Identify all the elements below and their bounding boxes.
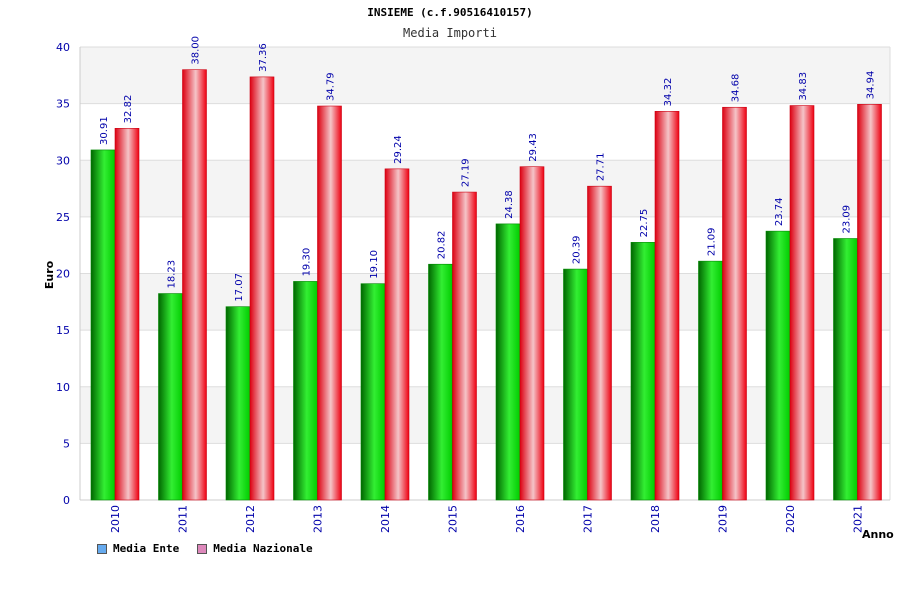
bar-label-media-ente: 20.82 (437, 231, 448, 260)
bar-media-ente (630, 242, 656, 501)
y-tick-label: 5 (63, 437, 70, 450)
legend-swatch-media-ente (97, 543, 107, 554)
bar-media-ente (495, 223, 521, 501)
plot-band (80, 47, 890, 104)
legend-label-media-ente: Media Ente (113, 542, 180, 555)
bar-label-media-ente: 17.07 (234, 273, 245, 302)
bar-label-media-nazionale: 34.32 (663, 78, 674, 107)
y-tick-label: 15 (56, 324, 70, 337)
bar-label-media-ente: 18.23 (167, 260, 178, 289)
bar-label-media-nazionale: 27.19 (461, 158, 472, 187)
bar-media-ente (765, 230, 791, 501)
x-tick-label: 2021 (852, 505, 865, 533)
legend-item-media-ente: Media Ente (97, 542, 179, 555)
bar-label-media-nazionale: 34.94 (866, 71, 877, 100)
bar-label-media-nazionale: 27.71 (596, 153, 607, 182)
y-tick-label: 20 (56, 268, 70, 281)
chart-subtitle: Media Importi (403, 26, 497, 40)
bar-label-media-nazionale: 34.68 (731, 74, 742, 103)
y-tick-label: 35 (56, 98, 70, 111)
plot-band (80, 103, 890, 161)
bar-label-media-ente: 19.30 (302, 248, 313, 277)
bar-media-nazionale (452, 191, 477, 501)
x-tick-label: 2010 (109, 505, 122, 533)
bar-media-ente (293, 281, 318, 501)
bar-label-media-ente: 22.75 (639, 209, 650, 238)
bar-media-nazionale (249, 76, 275, 501)
bar-media-ente (360, 283, 386, 501)
y-tick-label: 30 (56, 154, 70, 167)
bar-media-ente (833, 238, 858, 501)
bar-media-nazionale (789, 105, 815, 501)
legend-label-media-nazionale: Media Nazionale (213, 542, 313, 555)
y-tick-label: 10 (56, 381, 70, 394)
x-tick-label: 2015 (447, 505, 460, 533)
x-tick-label: 2020 (784, 505, 797, 533)
bar-media-ente (225, 306, 251, 501)
legend-item-media-nazionale: Media Nazionale (197, 542, 313, 555)
bar-media-nazionale (587, 185, 612, 501)
plot-band (80, 386, 890, 444)
x-tick-label: 2017 (582, 505, 595, 533)
bar-label-media-ente: 23.09 (842, 205, 853, 234)
bar-media-ente (563, 268, 588, 501)
bar-media-nazionale (722, 106, 747, 501)
bar-media-nazionale (654, 111, 680, 501)
x-tick-label: 2019 (717, 505, 730, 533)
chart-title: INSIEME (c.f.90516410157) (367, 6, 533, 19)
bar-label-media-ente: 30.91 (99, 116, 110, 145)
bar-media-nazionale (519, 166, 545, 501)
bar-label-media-nazionale: 32.82 (123, 95, 134, 124)
bar-media-ente (90, 149, 116, 501)
x-tick-label: 2016 (514, 505, 527, 533)
x-tick-label: 2013 (312, 505, 325, 533)
x-axis-label: Anno (862, 528, 894, 541)
plot-band (80, 216, 890, 274)
plot-band (80, 330, 890, 387)
plot-band (80, 443, 890, 500)
bar-label-media-ente: 21.09 (707, 228, 718, 257)
legend-swatch-media-nazionale (197, 543, 208, 554)
x-tick-label: 2012 (244, 505, 257, 533)
bar-media-nazionale (384, 168, 410, 501)
y-tick-label: 25 (56, 211, 70, 224)
legend: Media Ente Media Nazionale (97, 542, 313, 555)
x-tick-label: 2011 (177, 505, 190, 533)
bar-label-media-ente: 24.38 (504, 190, 515, 219)
bar-media-ente (698, 260, 723, 501)
plot-band (80, 160, 890, 217)
bar-label-media-nazionale: 29.24 (393, 135, 404, 164)
bar-label-media-nazionale: 37.36 (258, 43, 269, 72)
y-tick-label: 40 (56, 41, 70, 54)
bar-label-media-nazionale: 34.83 (798, 72, 809, 101)
bar-label-media-nazionale: 38.00 (191, 36, 202, 65)
bar-media-nazionale (317, 105, 342, 501)
plot-band (80, 273, 890, 331)
bar-media-nazionale (182, 69, 207, 501)
y-tick-label: 0 (63, 494, 70, 507)
y-axis-label: Euro (43, 260, 56, 289)
bar-label-media-nazionale: 34.79 (326, 72, 337, 101)
x-tick-label: 2014 (379, 505, 392, 533)
bar-label-media-ente: 19.10 (369, 250, 380, 279)
bar-label-media-nazionale: 29.43 (528, 133, 539, 162)
bar-media-nazionale (857, 104, 882, 501)
bar-label-media-ente: 23.74 (774, 198, 785, 227)
bar-media-ente (428, 263, 453, 501)
bar-media-nazionale (114, 128, 140, 501)
bar-label-media-ente: 20.39 (572, 235, 583, 264)
bar-media-ente (158, 293, 183, 501)
x-tick-label: 2018 (649, 505, 662, 533)
